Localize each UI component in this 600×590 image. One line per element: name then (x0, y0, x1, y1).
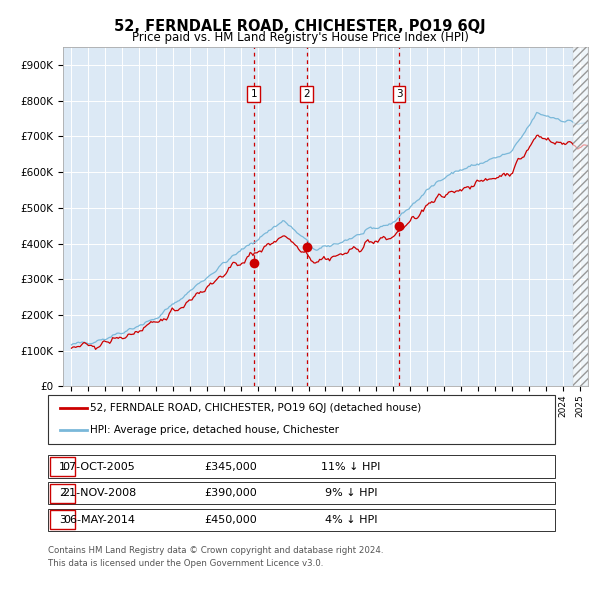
Text: 9% ↓ HPI: 9% ↓ HPI (325, 489, 377, 498)
Text: 52, FERNDALE ROAD, CHICHESTER, PO19 6QJ: 52, FERNDALE ROAD, CHICHESTER, PO19 6QJ (114, 19, 486, 34)
Text: 21-NOV-2008: 21-NOV-2008 (62, 489, 136, 498)
Text: Contains HM Land Registry data © Crown copyright and database right 2024.: Contains HM Land Registry data © Crown c… (48, 546, 383, 555)
Text: 07-OCT-2005: 07-OCT-2005 (62, 462, 136, 471)
Text: 3: 3 (395, 88, 403, 99)
Text: £345,000: £345,000 (205, 462, 257, 471)
Text: 4% ↓ HPI: 4% ↓ HPI (325, 515, 377, 525)
Text: 1: 1 (250, 88, 257, 99)
Text: This data is licensed under the Open Government Licence v3.0.: This data is licensed under the Open Gov… (48, 559, 323, 568)
Text: £390,000: £390,000 (205, 489, 257, 498)
Text: Price paid vs. HM Land Registry's House Price Index (HPI): Price paid vs. HM Land Registry's House … (131, 31, 469, 44)
Text: 1: 1 (59, 462, 66, 471)
Text: 3: 3 (59, 515, 66, 525)
Text: 06-MAY-2014: 06-MAY-2014 (63, 515, 135, 525)
Text: 2: 2 (59, 489, 66, 498)
Text: £450,000: £450,000 (205, 515, 257, 525)
Text: 52, FERNDALE ROAD, CHICHESTER, PO19 6QJ (detached house): 52, FERNDALE ROAD, CHICHESTER, PO19 6QJ … (90, 403, 421, 413)
Text: HPI: Average price, detached house, Chichester: HPI: Average price, detached house, Chic… (90, 425, 339, 435)
Text: 11% ↓ HPI: 11% ↓ HPI (322, 462, 380, 471)
Text: 2: 2 (304, 88, 310, 99)
